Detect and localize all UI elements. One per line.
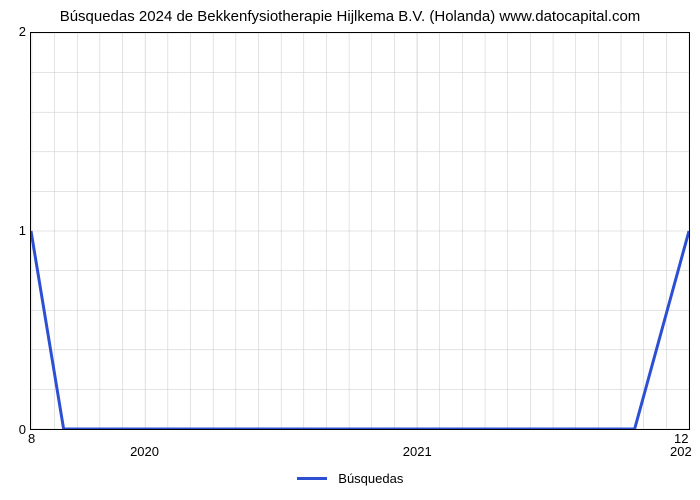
x-tick-label: 2021 (387, 444, 447, 459)
chart-title: Búsquedas 2024 de Bekkenfysiotherapie Hi… (0, 8, 700, 25)
legend-label: Búsquedas (338, 471, 403, 486)
legend: Búsquedas (0, 470, 700, 486)
y-tick-label: 2 (6, 24, 26, 39)
plot-area (30, 32, 690, 430)
grid (31, 33, 689, 429)
chart-container: Búsquedas 2024 de Bekkenfysiotherapie Hi… (0, 0, 700, 500)
y-tick-label: 1 (6, 223, 26, 238)
y-tick-label: 0 (6, 422, 26, 437)
x-secondary-left-label: 8 (28, 431, 35, 446)
x-tick-label: 2020 (115, 444, 175, 459)
series-group (31, 231, 689, 429)
x-tick-label: 202 (670, 444, 700, 459)
plot-svg (31, 33, 689, 429)
legend-swatch (297, 477, 327, 480)
x-secondary-right-label: 12 (674, 431, 688, 446)
series-line (31, 231, 689, 429)
